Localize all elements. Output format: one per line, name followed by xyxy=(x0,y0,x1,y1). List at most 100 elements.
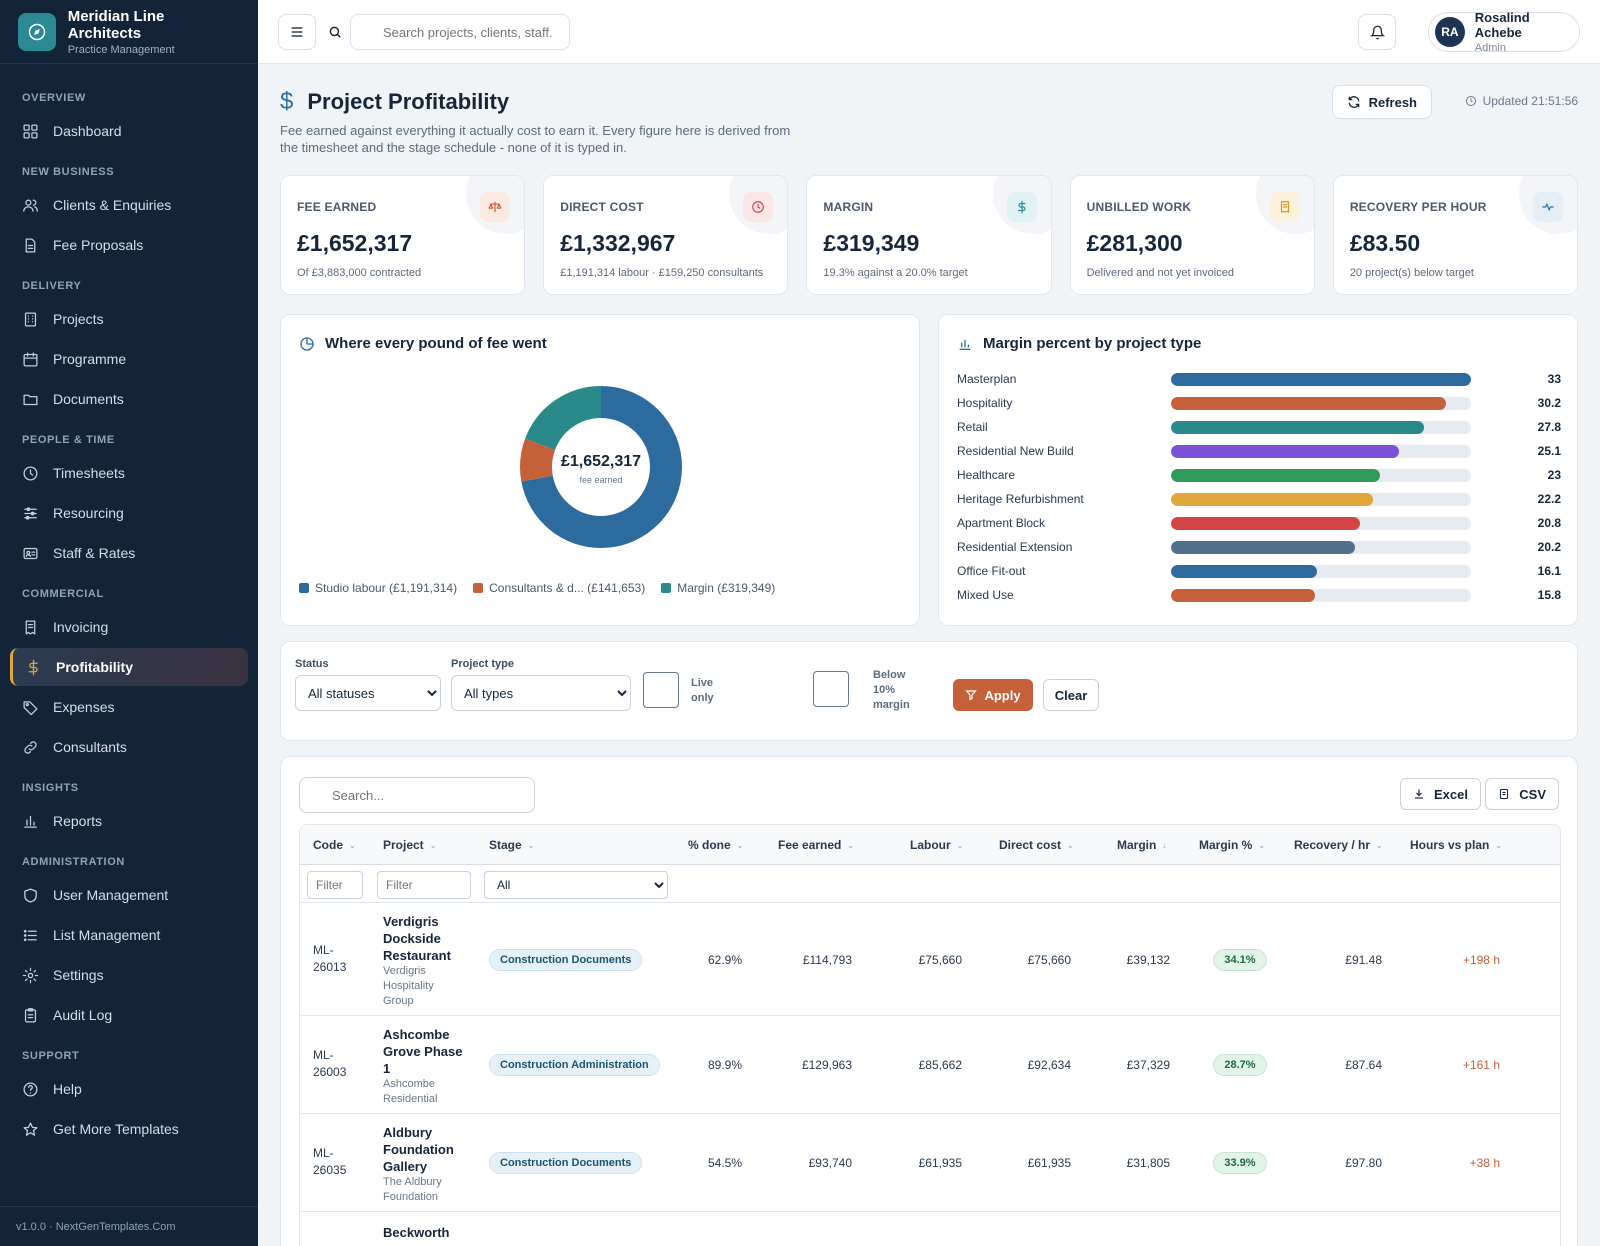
sidebar-item-staff-and-rates[interactable]: Staff & Rates xyxy=(10,534,248,572)
bar-fill xyxy=(1171,396,1446,410)
cell-recovery: £87.64 xyxy=(1345,1058,1382,1072)
table-row[interactable]: ML-26035 Aldbury Foundation Gallery The Al… xyxy=(300,1114,1560,1212)
sidebar-item-invoicing[interactable]: Invoicing xyxy=(10,608,248,646)
sidebar-item-label: List Management xyxy=(53,927,161,943)
clear-button[interactable]: Clear xyxy=(1043,679,1099,711)
cell-done: 89.9% xyxy=(707,1058,742,1072)
project-type-select[interactable]: All types xyxy=(451,675,631,711)
bar-fill xyxy=(1171,492,1373,506)
sidebar-item-timesheets[interactable]: Timesheets xyxy=(10,454,248,492)
below-margin-label: Below 10% margin xyxy=(873,669,910,711)
star-icon xyxy=(23,1121,38,1136)
bar-value: 15.8 xyxy=(1537,588,1561,602)
nav-section-people-and-time: People & Time xyxy=(22,434,115,446)
bar-fill xyxy=(1171,420,1424,434)
sort-icon: ⌄ xyxy=(847,840,855,850)
search-icon xyxy=(329,26,341,38)
bar-fill xyxy=(1171,516,1360,530)
notifications-button[interactable] xyxy=(1358,14,1396,50)
legend-label: Margin (£319,349) xyxy=(677,581,776,595)
column-header-done[interactable]: % done ⌄ xyxy=(688,825,743,865)
cell-project: Ashcombe Grove Phase 1 Ashcombe Residenti… xyxy=(383,1026,463,1107)
column-header-margin[interactable]: Margin ↓ xyxy=(1117,825,1166,865)
column-header-fee-earned[interactable]: Fee earned ⌄ xyxy=(778,825,854,865)
bar-label: Masterplan xyxy=(957,372,1017,386)
bar-fill xyxy=(1171,372,1471,386)
kpi-row: Fee earned £1,652,317 Of £3,883,000 contra… xyxy=(280,175,1579,295)
sidebar-item-consultants[interactable]: Consultants xyxy=(10,728,248,766)
sidebar-item-audit-log[interactable]: Audit Log xyxy=(10,996,248,1034)
live-only-checkbox[interactable] xyxy=(643,672,679,708)
bar-label: Residential Extension xyxy=(957,540,1073,554)
stage-filter-select[interactable]: All xyxy=(484,871,668,899)
cell-fee: £129,963 xyxy=(801,1058,852,1072)
sidebar-item-resourcing[interactable]: Resourcing xyxy=(10,494,248,532)
sidebar-item-user-management[interactable]: User Management xyxy=(10,876,248,914)
sidebar-item-clients-and-enquiries[interactable]: Clients & Enquiries xyxy=(10,186,248,224)
bar-track xyxy=(1171,492,1471,506)
cell-labour: £61,935 xyxy=(918,1156,962,1170)
invoice-icon xyxy=(25,619,36,635)
column-header-margin[interactable]: Margin % ⌄ xyxy=(1199,825,1265,865)
user-menu[interactable]: RA Rosalind Achebe Admin xyxy=(1428,10,1580,54)
donut-center-value: £1,652,317 xyxy=(560,453,642,470)
column-header-stage[interactable]: Stage ⌄ xyxy=(489,825,534,865)
export-excel-button[interactable]: Excel xyxy=(1400,778,1481,810)
status-select[interactable]: All statuses xyxy=(295,675,441,711)
table-row[interactable]: ML-26013 Verdigris Dockside Restaurant Ver… xyxy=(300,903,1560,1016)
table-search-input[interactable] xyxy=(299,777,535,813)
sidebar-item-projects[interactable]: Projects xyxy=(10,300,248,338)
projects-table: Code ⌄ Project ⌄ Stage ⌄ % done ⌄ Fee earned ⌄ Lab… xyxy=(299,824,1561,1246)
bar-fill xyxy=(1171,540,1355,554)
kpi-subtext: 20 project(s) below target xyxy=(1349,267,1474,279)
fee-breakdown-title-text: Where every pound of fee went xyxy=(325,335,547,352)
cell-labour: £75,660 xyxy=(918,952,962,967)
sidebar-item-help[interactable]: Help xyxy=(10,1070,248,1108)
sidebar-item-list-management[interactable]: List Management xyxy=(10,916,248,954)
cell-cost: £61,935 xyxy=(1027,1156,1071,1170)
donut-segment-2 xyxy=(520,386,682,548)
below-margin-checkbox[interactable] xyxy=(813,671,849,707)
sidebar-item-reports[interactable]: Reports xyxy=(10,802,248,840)
global-search-input[interactable] xyxy=(350,14,570,50)
sidebar-item-fee-proposals[interactable]: Fee Proposals xyxy=(10,226,248,264)
file-icon xyxy=(1500,788,1509,800)
column-header-hours-vs-plan[interactable]: Hours vs plan ⌄ xyxy=(1410,825,1502,865)
client-name: Verdigris Hospitality Group xyxy=(383,965,434,1007)
project-filter-input[interactable] xyxy=(377,871,471,899)
refresh-button[interactable]: Refresh xyxy=(1331,85,1432,119)
page-description: Fee earned against everything it actuall… xyxy=(280,123,791,155)
sidebar-item-get-more-templates[interactable]: Get More Templates xyxy=(10,1110,248,1148)
column-header-project[interactable]: Project ⌄ xyxy=(383,825,436,865)
bar-track xyxy=(1171,516,1471,530)
apply-button[interactable]: Apply xyxy=(953,679,1033,711)
export-csv-button[interactable]: CSV xyxy=(1485,778,1559,810)
sidebar-item-dashboard[interactable]: Dashboard xyxy=(10,112,248,150)
donut-legend: Studio labour (£1,191,314) Consultants & … xyxy=(299,581,775,595)
sidebar-item-programme[interactable]: Programme xyxy=(10,340,248,378)
compass-icon xyxy=(18,12,56,51)
column-header-recovery-hr[interactable]: Recovery / hr ⌄ xyxy=(1294,825,1383,865)
brand: Meridian Line Architects Practice Manage… xyxy=(0,0,258,64)
bar-label: Healthcare xyxy=(957,468,1016,482)
bar-label: Office Fit-out xyxy=(957,564,1026,578)
table-row[interactable]: Beckworth xyxy=(300,1212,1560,1246)
code-filter-input[interactable] xyxy=(307,871,363,899)
table-row[interactable]: ML-26003 Ashcombe Grove Phase 1 Ashcombe R… xyxy=(300,1016,1560,1114)
bar-value: 25.1 xyxy=(1537,444,1561,458)
column-header-labour[interactable]: Labour ⌄ xyxy=(910,825,963,865)
fee-breakdown-card: Where every pound of fee went £1,652,317… xyxy=(280,314,920,626)
sidebar-item-expenses[interactable]: Expenses xyxy=(10,688,248,726)
column-header-direct-cost[interactable]: Direct cost ⌄ xyxy=(999,825,1074,865)
bar-label: Apartment Block xyxy=(957,516,1046,530)
sidebar-item-documents[interactable]: Documents xyxy=(10,380,248,418)
tag-icon xyxy=(23,700,38,715)
menu-toggle-button[interactable] xyxy=(278,14,316,50)
column-header-code[interactable]: Code ⌄ xyxy=(313,825,356,865)
sidebar-item-profitability[interactable]: Profitability xyxy=(10,648,248,686)
sidebar-item-settings[interactable]: Settings xyxy=(10,956,248,994)
sliders-icon xyxy=(24,506,37,520)
table-body: ML-26013 Verdigris Dockside Restaurant Ver… xyxy=(300,903,1560,1246)
cell-code: ML-26013 xyxy=(313,942,347,974)
column-header-label: Direct cost xyxy=(999,838,1062,852)
